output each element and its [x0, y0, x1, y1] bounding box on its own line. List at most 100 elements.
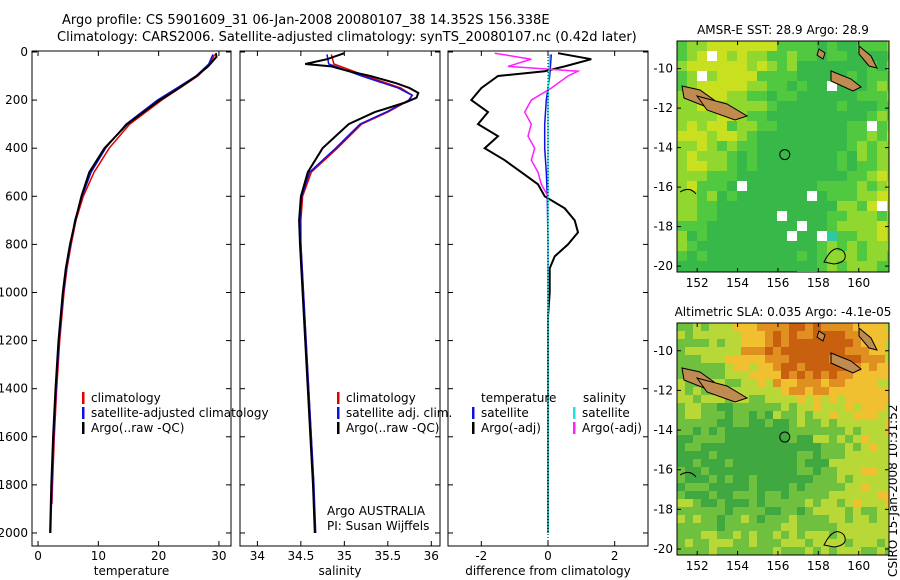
map-cell: [837, 251, 848, 262]
map-cell: [781, 347, 790, 356]
map-cell: [765, 387, 774, 396]
map-cell: [805, 395, 814, 404]
map-cell: [747, 121, 758, 132]
map-cell: [869, 475, 878, 484]
map-cell: [677, 339, 686, 348]
map-cell: [733, 451, 742, 460]
map-cell: [733, 379, 742, 388]
map-cell: [777, 131, 788, 142]
map-cell: [837, 41, 848, 52]
map-cell: [797, 459, 806, 468]
map-cell: [845, 547, 854, 555]
map-cell: [837, 191, 848, 202]
map-cell: [697, 251, 708, 262]
map-cell: [757, 395, 766, 404]
map-cell: [717, 171, 728, 182]
map-cell: [845, 531, 854, 540]
map-cell: [813, 547, 822, 555]
map-cell: [805, 467, 814, 476]
map-cell: [777, 201, 788, 212]
map-cell: [813, 403, 822, 412]
map-cell: [757, 387, 766, 396]
map-cell: [687, 81, 698, 92]
map-cell: [707, 261, 718, 272]
map-y-tick-label: -18: [653, 502, 673, 516]
map-cell: [861, 539, 870, 548]
map-cell: [829, 475, 838, 484]
map-cell: [797, 491, 806, 500]
map-cell: [797, 331, 806, 340]
map-cell: [861, 515, 870, 524]
map-cell: [807, 231, 818, 242]
map-cell: [767, 91, 778, 102]
map-cell: [845, 403, 854, 412]
map-cell: [693, 323, 702, 332]
map-cell: [869, 531, 878, 540]
map-cell: [749, 411, 758, 420]
map-cell: [813, 435, 822, 444]
map-cell: [867, 251, 878, 262]
map-cell: [837, 261, 848, 272]
map-cell: [701, 451, 710, 460]
map-cell: [777, 141, 788, 152]
map-cell: [877, 523, 886, 532]
map-cell: [885, 459, 889, 468]
map-cell: [707, 171, 718, 182]
map-cell: [807, 41, 818, 52]
map-cell: [765, 475, 774, 484]
map-cell: [857, 41, 868, 52]
map-cell: [733, 507, 742, 516]
map-cell: [821, 323, 830, 332]
map-cell: [845, 347, 854, 356]
map-cell: [757, 539, 766, 548]
series-line-2: [469, 52, 592, 533]
map-cell: [797, 363, 806, 372]
map-cell: [827, 191, 838, 202]
map-cell: [829, 483, 838, 492]
map-cell: [727, 171, 738, 182]
map-cell: [709, 355, 718, 364]
map-cell: [737, 191, 748, 202]
map-cell: [877, 101, 888, 112]
map-cell: [677, 387, 686, 396]
map-cell: [733, 427, 742, 436]
map-cell: [737, 91, 748, 102]
map-cell: [817, 101, 828, 112]
map-cell: [717, 211, 728, 222]
map-cell: [877, 443, 886, 452]
map-cell: [787, 141, 798, 152]
map-cell: [677, 161, 688, 172]
map-cell: [765, 443, 774, 452]
map-cell: [797, 111, 808, 122]
map-cell: [805, 371, 814, 380]
map-cell: [877, 71, 888, 82]
map-cell: [773, 347, 782, 356]
map-cell: [747, 151, 758, 162]
map-cell: [861, 379, 870, 388]
map-cell: [749, 459, 758, 468]
map-cell: [885, 483, 889, 492]
map-cell: [821, 411, 830, 420]
map-cell: [887, 191, 889, 202]
legend-item: climatology: [91, 391, 161, 405]
map-cell: [773, 459, 782, 468]
map-cell: [725, 483, 734, 492]
map-cell: [733, 491, 742, 500]
map-cell: [677, 379, 686, 388]
map-cell: [697, 171, 708, 182]
map-cell: [781, 323, 790, 332]
map-cell: [687, 231, 698, 242]
map-cell: [845, 515, 854, 524]
map-cell: [845, 499, 854, 508]
map-cell: [885, 411, 889, 420]
map-cell: [817, 171, 828, 182]
map-cell: [817, 251, 828, 262]
map-cell: [885, 379, 889, 388]
map-cell: [697, 141, 708, 152]
map-cell: [797, 531, 806, 540]
map-cell: [861, 371, 870, 380]
map-cell: [867, 171, 878, 182]
map-cell: [837, 101, 848, 112]
map-cell: [887, 241, 889, 252]
map-cell: [813, 411, 822, 420]
